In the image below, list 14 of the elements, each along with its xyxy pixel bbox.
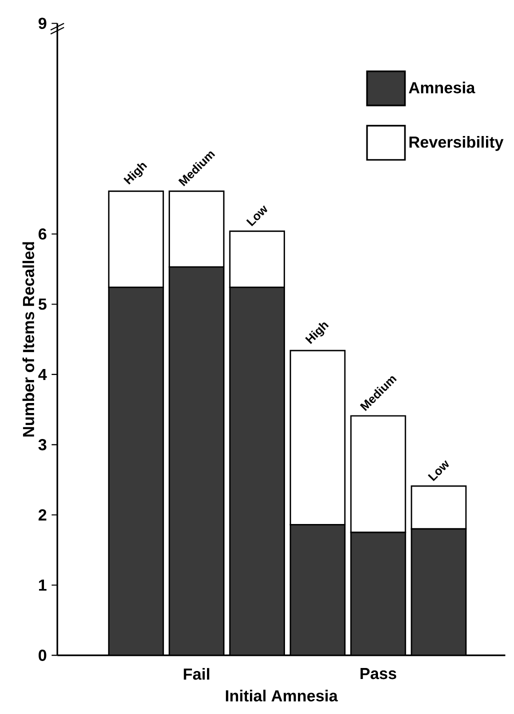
y-tick-label: 1 — [39, 580, 46, 591]
text: Fail — [184, 668, 210, 680]
y-tick-label: 5 — [38, 298, 46, 310]
y-tick-label: 4 — [38, 368, 47, 380]
legend-label: Amnesia — [408, 82, 476, 94]
legend-label: Reversibility — [409, 136, 504, 151]
text: Pass — [360, 668, 396, 680]
y-axis-title: Number of Items Recalled — [22, 242, 34, 437]
y-tick-label: 3 — [38, 438, 46, 450]
x-axis-title: Initial Amnesia — [226, 690, 338, 702]
y-tick-label: 9 — [38, 18, 46, 30]
y-tick-label: 0 — [38, 650, 46, 661]
y-tick-label: 2 — [38, 509, 46, 520]
y-tick-label: 6 — [38, 228, 46, 240]
